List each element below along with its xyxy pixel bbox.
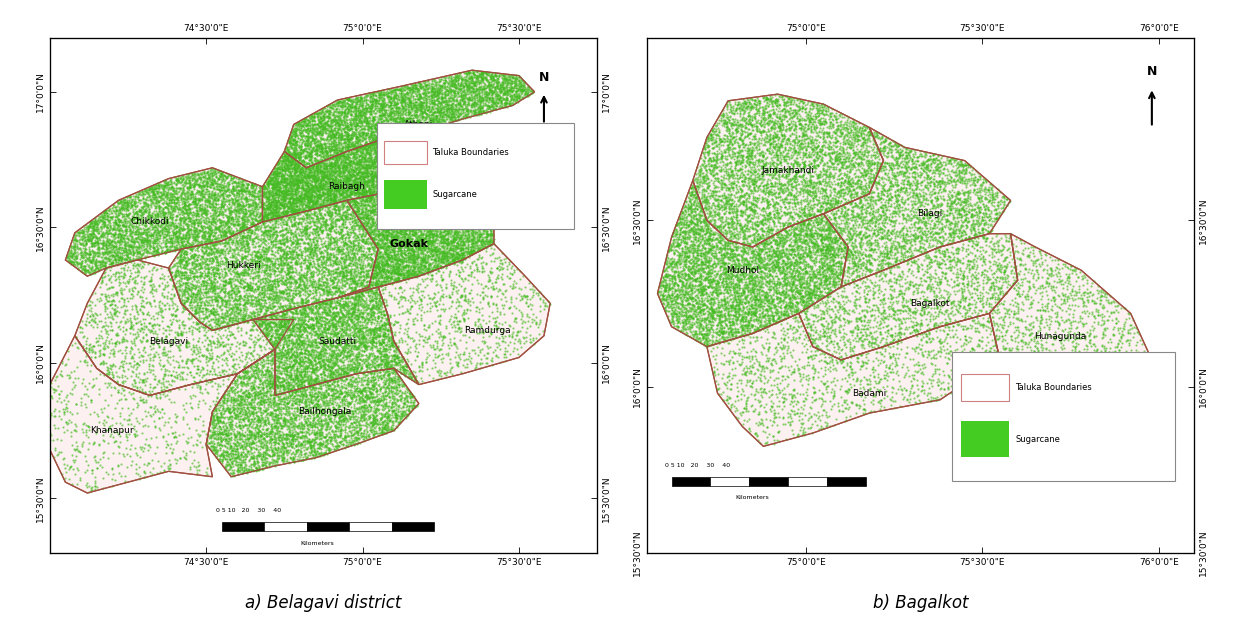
Text: Jamakhandi: Jamakhandi: [761, 166, 815, 175]
Bar: [749, 477, 789, 486]
Text: Kilometers: Kilometers: [300, 541, 333, 546]
Text: Badami: Badami: [852, 389, 887, 398]
Polygon shape: [378, 244, 550, 384]
Text: Sugarcane: Sugarcane: [433, 190, 478, 199]
Text: 0 5 10   20    30    40: 0 5 10 20 30 40: [215, 508, 281, 513]
Text: Gokak: Gokak: [389, 239, 429, 249]
Text: Bilagi: Bilagi: [917, 209, 942, 219]
Polygon shape: [207, 349, 419, 477]
Text: Bagalkot: Bagalkot: [909, 299, 949, 308]
Text: Taluka Boundaries: Taluka Boundaries: [1015, 383, 1092, 392]
Text: a) Belagavi district: a) Belagavi district: [245, 594, 402, 612]
Text: b) Bagalkot: b) Bagalkot: [873, 594, 968, 612]
Text: Raibagh: Raibagh: [328, 182, 366, 192]
Text: Saudatti: Saudatti: [318, 337, 357, 346]
Bar: [384, 180, 427, 209]
Text: Hunagunda: Hunagunda: [1034, 332, 1086, 341]
FancyBboxPatch shape: [953, 352, 1174, 481]
Polygon shape: [66, 168, 262, 276]
Bar: [307, 522, 350, 531]
Bar: [710, 477, 749, 486]
Bar: [962, 421, 1009, 457]
Polygon shape: [50, 336, 275, 493]
Bar: [384, 141, 427, 163]
Polygon shape: [262, 133, 432, 222]
Text: 0 5 10   20    30    40: 0 5 10 20 30 40: [664, 463, 730, 468]
Bar: [672, 477, 710, 486]
Text: N: N: [1147, 65, 1157, 77]
Polygon shape: [75, 260, 294, 396]
Polygon shape: [964, 234, 1152, 426]
Bar: [392, 522, 434, 531]
Text: Ramdurga: Ramdurga: [464, 326, 511, 335]
Polygon shape: [799, 234, 1018, 360]
Text: Bailhongala: Bailhongala: [299, 407, 352, 416]
Bar: [350, 522, 392, 531]
Text: N: N: [539, 71, 549, 84]
Polygon shape: [285, 70, 535, 168]
Bar: [962, 374, 1009, 401]
Text: Kilometers: Kilometers: [735, 495, 769, 501]
Polygon shape: [693, 94, 883, 247]
Bar: [827, 477, 866, 486]
Polygon shape: [707, 313, 1000, 447]
FancyBboxPatch shape: [377, 123, 573, 229]
Text: Khanapur: Khanapur: [91, 426, 134, 435]
Text: Taluka Boundaries: Taluka Boundaries: [433, 148, 509, 157]
Polygon shape: [824, 127, 1010, 287]
Bar: [221, 522, 264, 531]
Polygon shape: [337, 160, 494, 298]
Text: Mudhol: Mudhol: [725, 266, 759, 274]
Text: Athani: Athani: [404, 120, 433, 129]
Bar: [264, 522, 307, 531]
Text: Chikkodi: Chikkodi: [131, 217, 169, 227]
Polygon shape: [253, 287, 419, 396]
Text: Hukkeri: Hukkeri: [226, 261, 261, 270]
Polygon shape: [169, 200, 378, 330]
Text: Sugarcane: Sugarcane: [1015, 435, 1060, 443]
Polygon shape: [658, 180, 848, 347]
Text: Belagavi: Belagavi: [149, 337, 188, 346]
Bar: [789, 477, 827, 486]
